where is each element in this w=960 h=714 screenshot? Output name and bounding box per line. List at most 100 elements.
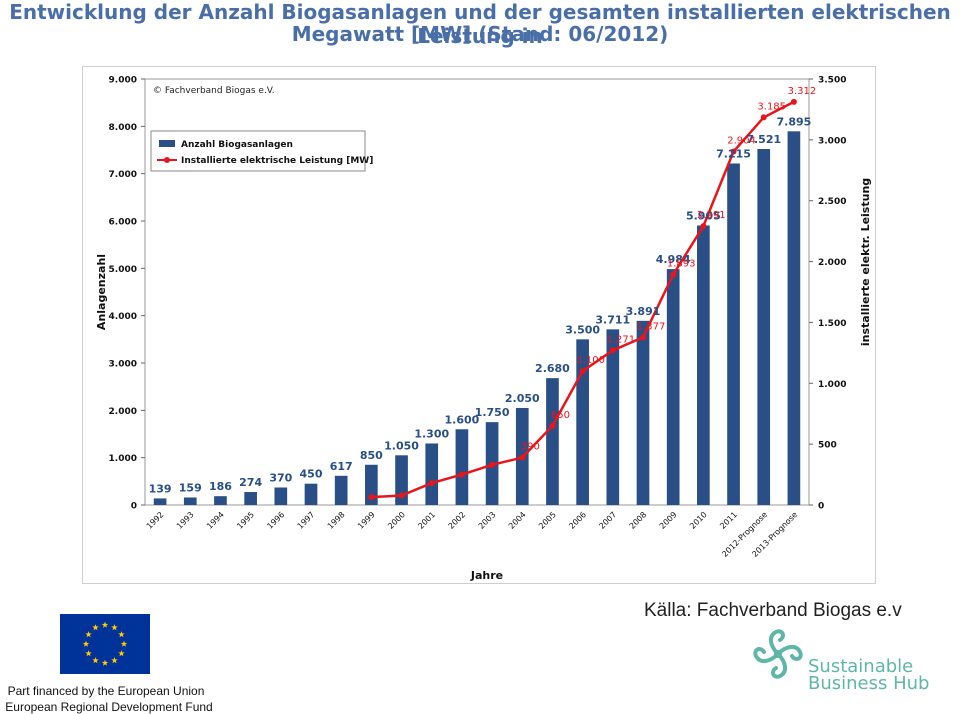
bar-label-2002: 1.600 [445,413,480,426]
eu-star-icon [85,631,92,638]
eu-star-icon [85,650,92,657]
x-axis-tick-label: 2000 [386,510,407,531]
power-label-2012-Prognose: 3.185 [757,101,786,112]
bar-2012-Prognose [757,149,771,506]
bar-2009 [666,269,680,505]
eu-star-icon [111,624,118,631]
left-axis-tick-label: 8.000 [109,123,137,133]
left-axis-tick-label: 4.000 [109,312,137,322]
bar-2000 [395,455,408,505]
power-point-2007 [609,347,616,354]
x-axis-tick-label: 1999 [356,510,377,531]
bar-label-2012-Prognose: 7.521 [746,133,781,146]
power-label-2007: 1.271 [606,334,635,345]
eu-star-icon [92,657,99,664]
power-label-2009: 1.893 [667,259,696,270]
chart-frame: 0 1.000 2.000 3.000 4.000 5.000 6.000 7.000 8.00… [82,66,876,584]
plot-area [144,78,810,506]
x-axis-tick-label: 1992 [145,510,166,531]
eu-star-icon [101,659,109,666]
power-point-2013-Prognose [790,98,797,105]
power-point-2009 [670,271,677,278]
x-axis-tick-label: 2009 [658,510,679,531]
bar-label-2000: 1.050 [384,439,419,452]
power-point-2005 [549,422,556,429]
bar-2011 [727,163,740,505]
left-axis-tick-label: 3.000 [109,360,137,370]
eu-star-icon [111,657,118,664]
bar-label-2008: 3.891 [626,305,661,318]
power-point-2012-Prognose [760,114,767,121]
logo-text-line-2: Business Hub [808,673,930,694]
power-point-2010 [700,223,707,230]
bar-2013-Prognose [787,131,801,505]
eu-star-icon [118,631,125,638]
power-label-2010: 2.291 [697,210,726,221]
copyright-note: © Fachverband Biogas e.V. [153,86,275,96]
bar-1993 [183,497,197,505]
bar-label-2007: 3.711 [595,313,630,326]
power-point-2003 [489,461,496,468]
eu-star-icon [120,640,128,647]
left-axis-tick-label: 6.000 [109,218,137,228]
right-axis-tick-label: 3.500 [818,76,846,86]
bar-1998 [334,475,348,505]
x-axis-tick-label: 2010 [688,510,709,531]
right-axis-tick-label: 1.500 [818,319,846,329]
funding-text-line-2: European Regional Development Fund [5,700,213,714]
x-axis-tick-label: 1997 [296,510,317,531]
bar-2001 [425,443,439,505]
x-axis-tick-label: 1998 [326,510,347,531]
legend-bar-label: Anzahl Biogasanlagen [181,140,293,150]
x-axis-tick-label: 1993 [175,510,196,531]
bar-2007 [606,329,620,505]
bar-label-2011: 7.215 [716,147,751,160]
bar-1994 [214,496,227,505]
logo-text-line-1: Sustainable [808,656,914,677]
eu-star-icon [92,624,99,631]
right-axis-tick-label: 500 [818,441,837,451]
bar-label-1992: 139 [149,482,172,495]
bar-label-2005: 2.680 [535,362,570,375]
x-axis-tick-label: 2008 [628,510,649,531]
source-citation: Källa: Fachverband Biogas e.v [644,600,902,621]
right-axis-tick-label: 3.000 [818,136,846,146]
chart-title-line-1: Entwicklung der Anzahl Biogasanlagen und… [9,0,951,48]
x-axis-tick-label: 1995 [235,510,256,531]
x-axis-tick-label: 2006 [567,510,588,531]
sustainable-business-hub-logo-text: Sustainable Business Hub [808,656,930,694]
bar-2010 [697,225,710,505]
legend-line-marker [164,157,170,163]
power-point-2000 [398,492,405,499]
bar-2006 [576,339,589,505]
bar-label-2001: 1.300 [414,427,449,440]
left-axis-tick-label: 5.000 [109,265,137,275]
power-label-2005: 650 [551,410,570,421]
power-label-2011: 2.904 [727,136,756,147]
sustainable-business-hub-logo-icon [753,629,803,679]
left-axis-tick-label: 0 [131,502,137,512]
left-axis-tick-label: 7.000 [109,170,137,180]
legend-line-label: Installierte elektrische Leistung [MW] [181,156,373,166]
bar-1999 [365,464,378,505]
power-label-2013-Prognose: 3.312 [788,86,817,97]
power-label-2004: 390 [521,442,540,453]
power-label-2008: 1.377 [637,321,666,332]
x-axis-title: Jahre [470,569,503,582]
bar-label-1997: 450 [300,468,323,481]
chart-title-line-2: Megawatt [MW] (Stand: 06/2012) [291,22,669,46]
right-axis-title: installierte elektr. Leistung [859,178,872,346]
left-axis-tick-label: 2.000 [109,407,137,417]
bar-1995 [244,492,257,505]
right-axis-tick-label: 2.500 [818,197,846,207]
bar-1997 [304,483,318,505]
bar-label-1995: 274 [239,476,262,489]
left-axis-title: Anlagenzahl [95,254,108,330]
right-axis-tick-label: 2.000 [818,258,846,268]
bar-label-1998: 617 [330,460,353,473]
bar-label-1996: 370 [269,471,292,484]
bar-label-2009: 4.984 [656,253,691,266]
bar-label-2004: 2.050 [505,392,540,405]
bar-1996 [274,487,288,505]
right-axis-tick-label: 1.000 [818,380,846,390]
